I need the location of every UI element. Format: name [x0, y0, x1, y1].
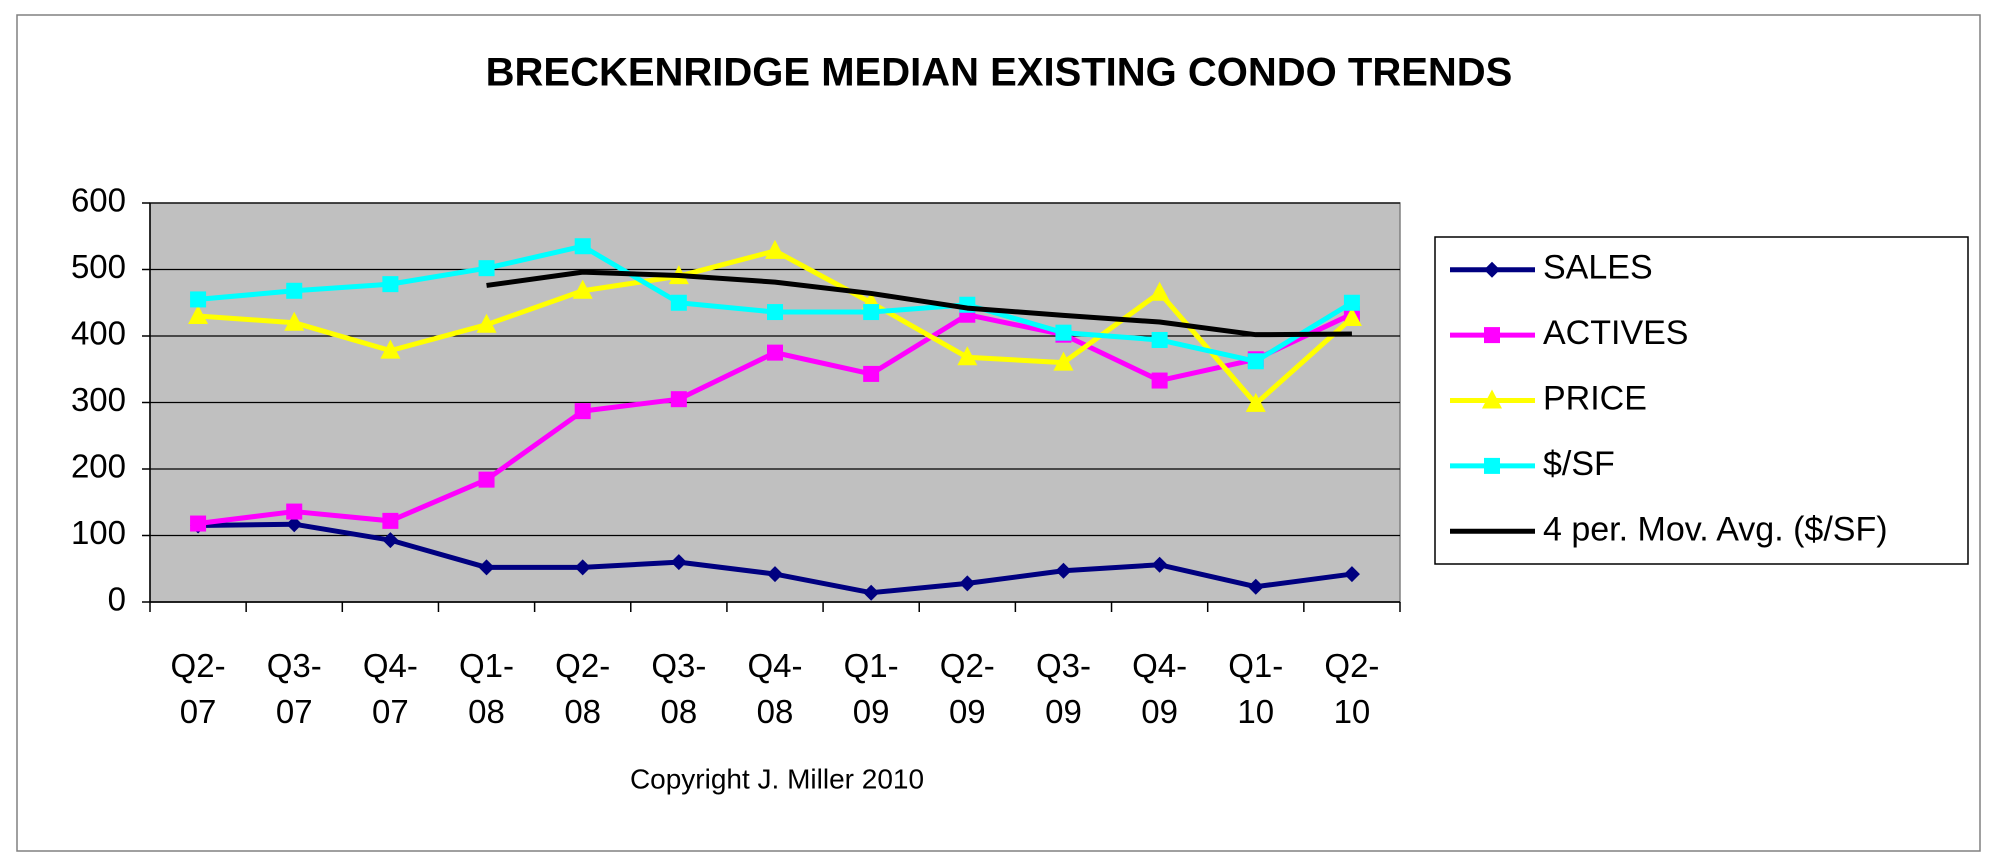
x-tick-label: Q4-09 — [1132, 647, 1188, 730]
marker — [767, 344, 783, 361]
marker — [574, 238, 591, 255]
marker — [670, 554, 687, 571]
marker — [478, 260, 495, 277]
x-tick-label: Q4-07 — [362, 647, 418, 730]
marker — [1343, 566, 1360, 583]
marker — [478, 471, 495, 488]
legend-label: PRICE — [1543, 379, 1647, 417]
series — [486, 269, 1352, 338]
marker — [190, 515, 207, 532]
x-tick-label: Q3-08 — [651, 647, 707, 730]
y-tick-label: 400 — [71, 315, 126, 352]
y-tick-label: 100 — [71, 514, 126, 551]
x-tick-label: Q3-09 — [1035, 647, 1091, 730]
marker — [478, 559, 495, 576]
y-tick-label: 200 — [71, 448, 126, 485]
marker — [957, 346, 978, 366]
legend-label: ACTIVES — [1543, 314, 1688, 352]
legend-marker — [1482, 389, 1502, 409]
marker — [286, 282, 303, 299]
series-line — [486, 269, 1352, 338]
marker — [574, 559, 591, 576]
marker — [286, 516, 303, 533]
y-tick-label: 0 — [108, 581, 126, 618]
legend-marker — [1484, 261, 1500, 278]
series — [190, 238, 1360, 370]
copyright: Copyright J. Miller 2010 — [630, 763, 924, 794]
marker — [380, 339, 401, 359]
y-tick-label: 500 — [71, 248, 126, 285]
x-tick-label: Q2-09 — [939, 647, 995, 730]
marker — [1341, 307, 1362, 327]
legend-label: $/SF — [1543, 445, 1615, 483]
marker — [863, 365, 880, 382]
chart-title: BRECKENRIDGE MEDIAN EXISTING CONDO TREND… — [486, 51, 1513, 95]
marker — [1245, 392, 1266, 412]
marker — [767, 304, 783, 321]
marker — [1247, 578, 1264, 595]
marker — [382, 532, 399, 549]
marker — [572, 279, 593, 299]
x-tick-label: Q2-08 — [555, 647, 611, 730]
marker — [1055, 324, 1072, 341]
legend-label: SALES — [1543, 249, 1653, 287]
series — [188, 239, 1362, 412]
marker — [767, 566, 783, 583]
marker — [382, 512, 399, 529]
marker — [1055, 562, 1072, 579]
marker — [670, 391, 687, 408]
x-tick-label: Q1-10 — [1228, 647, 1284, 730]
marker — [286, 503, 303, 520]
legend-marker — [1484, 327, 1500, 344]
marker — [284, 311, 305, 331]
marker — [863, 584, 880, 601]
marker — [959, 575, 976, 592]
marker — [1151, 372, 1168, 389]
legend-marker — [1484, 457, 1500, 474]
x-tick-label: Q3-07 — [266, 647, 322, 730]
marker — [1151, 556, 1168, 573]
marker — [1053, 351, 1074, 371]
marker — [1247, 353, 1264, 370]
legend-label: 4 per. Mov. Avg. ($/SF) — [1543, 510, 1888, 548]
y-tick-label: 600 — [71, 182, 126, 219]
marker — [765, 239, 785, 259]
marker — [1343, 294, 1360, 311]
x-tick-label: Q1-09 — [843, 647, 899, 730]
marker — [574, 403, 591, 420]
marker — [476, 313, 497, 333]
marker — [863, 304, 880, 321]
marker — [382, 276, 399, 293]
y-tick-label: 300 — [71, 381, 126, 418]
marker — [1149, 281, 1170, 301]
marker — [190, 291, 207, 308]
x-tick-label: Q2-07 — [170, 647, 226, 730]
marker — [188, 305, 209, 325]
marker — [670, 294, 687, 311]
x-tick-label: Q4-08 — [747, 647, 803, 730]
x-tick-label: Q2-10 — [1324, 647, 1380, 730]
x-tick-label: Q1-08 — [459, 647, 515, 730]
marker — [1151, 331, 1168, 348]
